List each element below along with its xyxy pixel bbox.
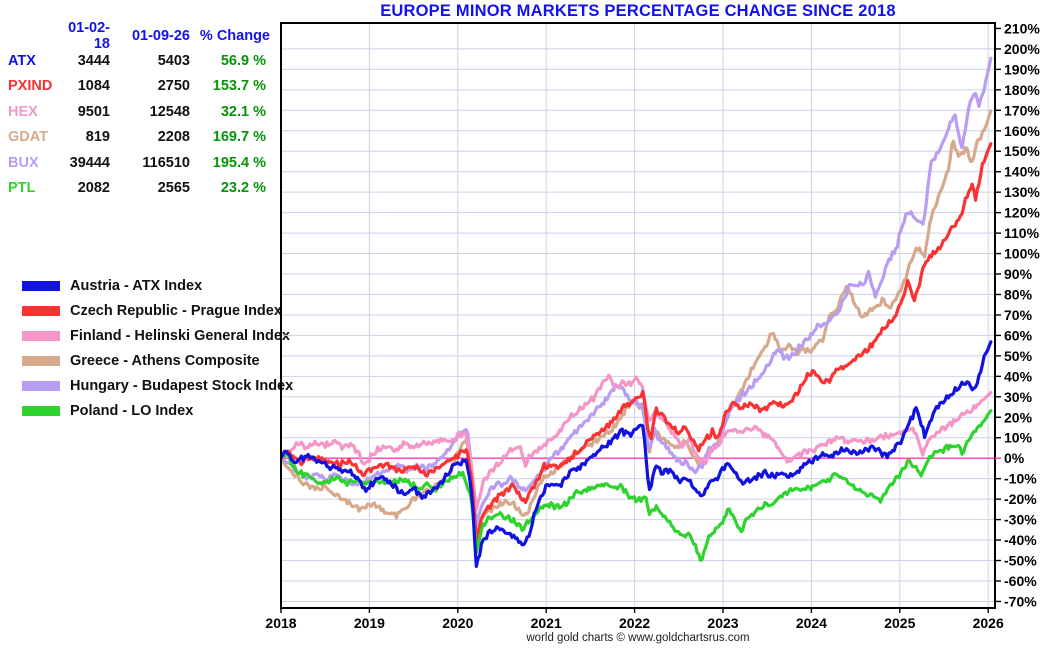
svg-text:130%: 130% [1004,184,1040,200]
svg-text:170%: 170% [1004,102,1040,118]
stat-start-value: 3444 [77,53,110,70]
chart-title: EUROPE MINOR MARKETS PERCENTAGE CHANGE S… [380,2,896,20]
svg-text:2026: 2026 [973,615,1004,631]
legend-label: Finland - Helinski General Index [70,328,290,345]
svg-text:2020: 2020 [442,615,473,631]
stat-symbol-bux: BUX [8,154,39,171]
stat-change-value: 32.1 % [220,103,266,120]
svg-text:50%: 50% [1004,348,1033,364]
svg-text:-10%: -10% [1004,471,1037,487]
svg-text:2023: 2023 [707,615,738,631]
legend-item-athens: Greece - Athens Composite [22,349,293,374]
legend-swatch [22,281,60,292]
stat-start-value: 2082 [77,180,110,197]
svg-text:0%: 0% [1004,450,1025,466]
svg-text:2019: 2019 [354,615,385,631]
svg-text:-50%: -50% [1004,553,1037,569]
svg-text:80%: 80% [1004,286,1033,302]
stat-change-value: 169.7 % [212,129,266,146]
svg-text:190%: 190% [1004,61,1040,77]
svg-text:-30%: -30% [1004,512,1037,528]
svg-text:2024: 2024 [796,615,827,631]
stats-table: 01-02-18 01-09-26 % Change ATX 3444 5403… [4,19,272,201]
stat-end-value: 2750 [157,78,190,95]
svg-text:180%: 180% [1004,82,1040,98]
svg-text:-20%: -20% [1004,491,1037,507]
svg-text:100%: 100% [1004,246,1040,262]
legend-item-prague: Czech Republic - Prague Index [22,299,293,324]
stat-start-value: 39444 [69,154,110,171]
legend-label: Greece - Athens Composite [70,353,260,370]
copyright-caption: world gold charts © www.goldchartsrus.co… [526,632,750,644]
stat-symbol-gdat: GDAT [8,129,49,146]
stat-end-value: 5403 [157,53,190,70]
svg-text:2021: 2021 [531,615,562,631]
legend-swatch [22,381,60,391]
svg-text:150%: 150% [1004,143,1040,159]
legend-swatch [22,405,60,416]
stat-start-value: 819 [85,129,110,146]
legend-swatch [22,356,60,367]
stat-end-value: 116510 [142,154,190,171]
svg-text:200%: 200% [1004,41,1040,57]
legend-label: Hungary - Budapest Stock Index [70,378,294,394]
stat-symbol-ptl: PTL [8,180,36,197]
stat-start-value: 1084 [77,78,110,95]
svg-text:2025: 2025 [884,615,915,631]
svg-text:110%: 110% [1004,225,1040,241]
stat-change-value: 23.2 % [220,180,266,197]
svg-text:40%: 40% [1004,368,1033,384]
legend-label: Poland - LO Index [70,402,194,419]
stat-end-value: 2208 [157,129,190,146]
legend: Austria - ATX Index Czech Republic - Pra… [22,274,293,423]
svg-text:210%: 210% [1004,20,1040,36]
stat-change-value: 56.9 % [220,53,266,70]
table-header-start-date: 01-02-18 [68,19,110,52]
svg-text:160%: 160% [1004,123,1040,139]
stat-symbol-atx: ATX [8,53,36,70]
svg-text:2018: 2018 [265,615,296,631]
svg-text:2022: 2022 [619,615,650,631]
svg-text:10%: 10% [1004,430,1033,446]
table-header-end-date: 01-09-26 [131,27,190,44]
legend-item-budapest: Hungary - Budapest Stock Index [22,374,293,399]
stat-change-value: 153.7 % [212,78,266,95]
legend-item-helsinki: Finland - Helinski General Index [22,324,293,349]
legend-item-poland: Poland - LO Index [22,398,293,423]
svg-text:20%: 20% [1004,409,1033,425]
legend-swatch [22,331,60,342]
svg-text:60%: 60% [1004,327,1033,343]
stat-symbol-hex: HEX [8,103,38,120]
svg-text:140%: 140% [1004,164,1040,180]
stat-end-value: 2565 [157,180,190,197]
svg-text:70%: 70% [1004,307,1033,323]
stat-start-value: 9501 [77,103,110,120]
stat-end-value: 12548 [149,103,190,120]
stat-change-value: 195.4 % [212,154,266,171]
svg-text:30%: 30% [1004,389,1033,405]
stat-symbol-pxind: PXIND [8,78,53,95]
svg-text:-60%: -60% [1004,573,1037,589]
svg-text:-40%: -40% [1004,532,1037,548]
legend-label: Austria - ATX Index [70,278,203,295]
table-header-change: % Change [199,27,270,44]
svg-text:120%: 120% [1004,205,1040,221]
legend-item-atx: Austria - ATX Index [22,274,293,299]
legend-swatch [22,306,60,317]
legend-label: Czech Republic - Prague Index [70,303,282,320]
svg-text:-70%: -70% [1004,593,1037,609]
svg-text:90%: 90% [1004,266,1033,282]
